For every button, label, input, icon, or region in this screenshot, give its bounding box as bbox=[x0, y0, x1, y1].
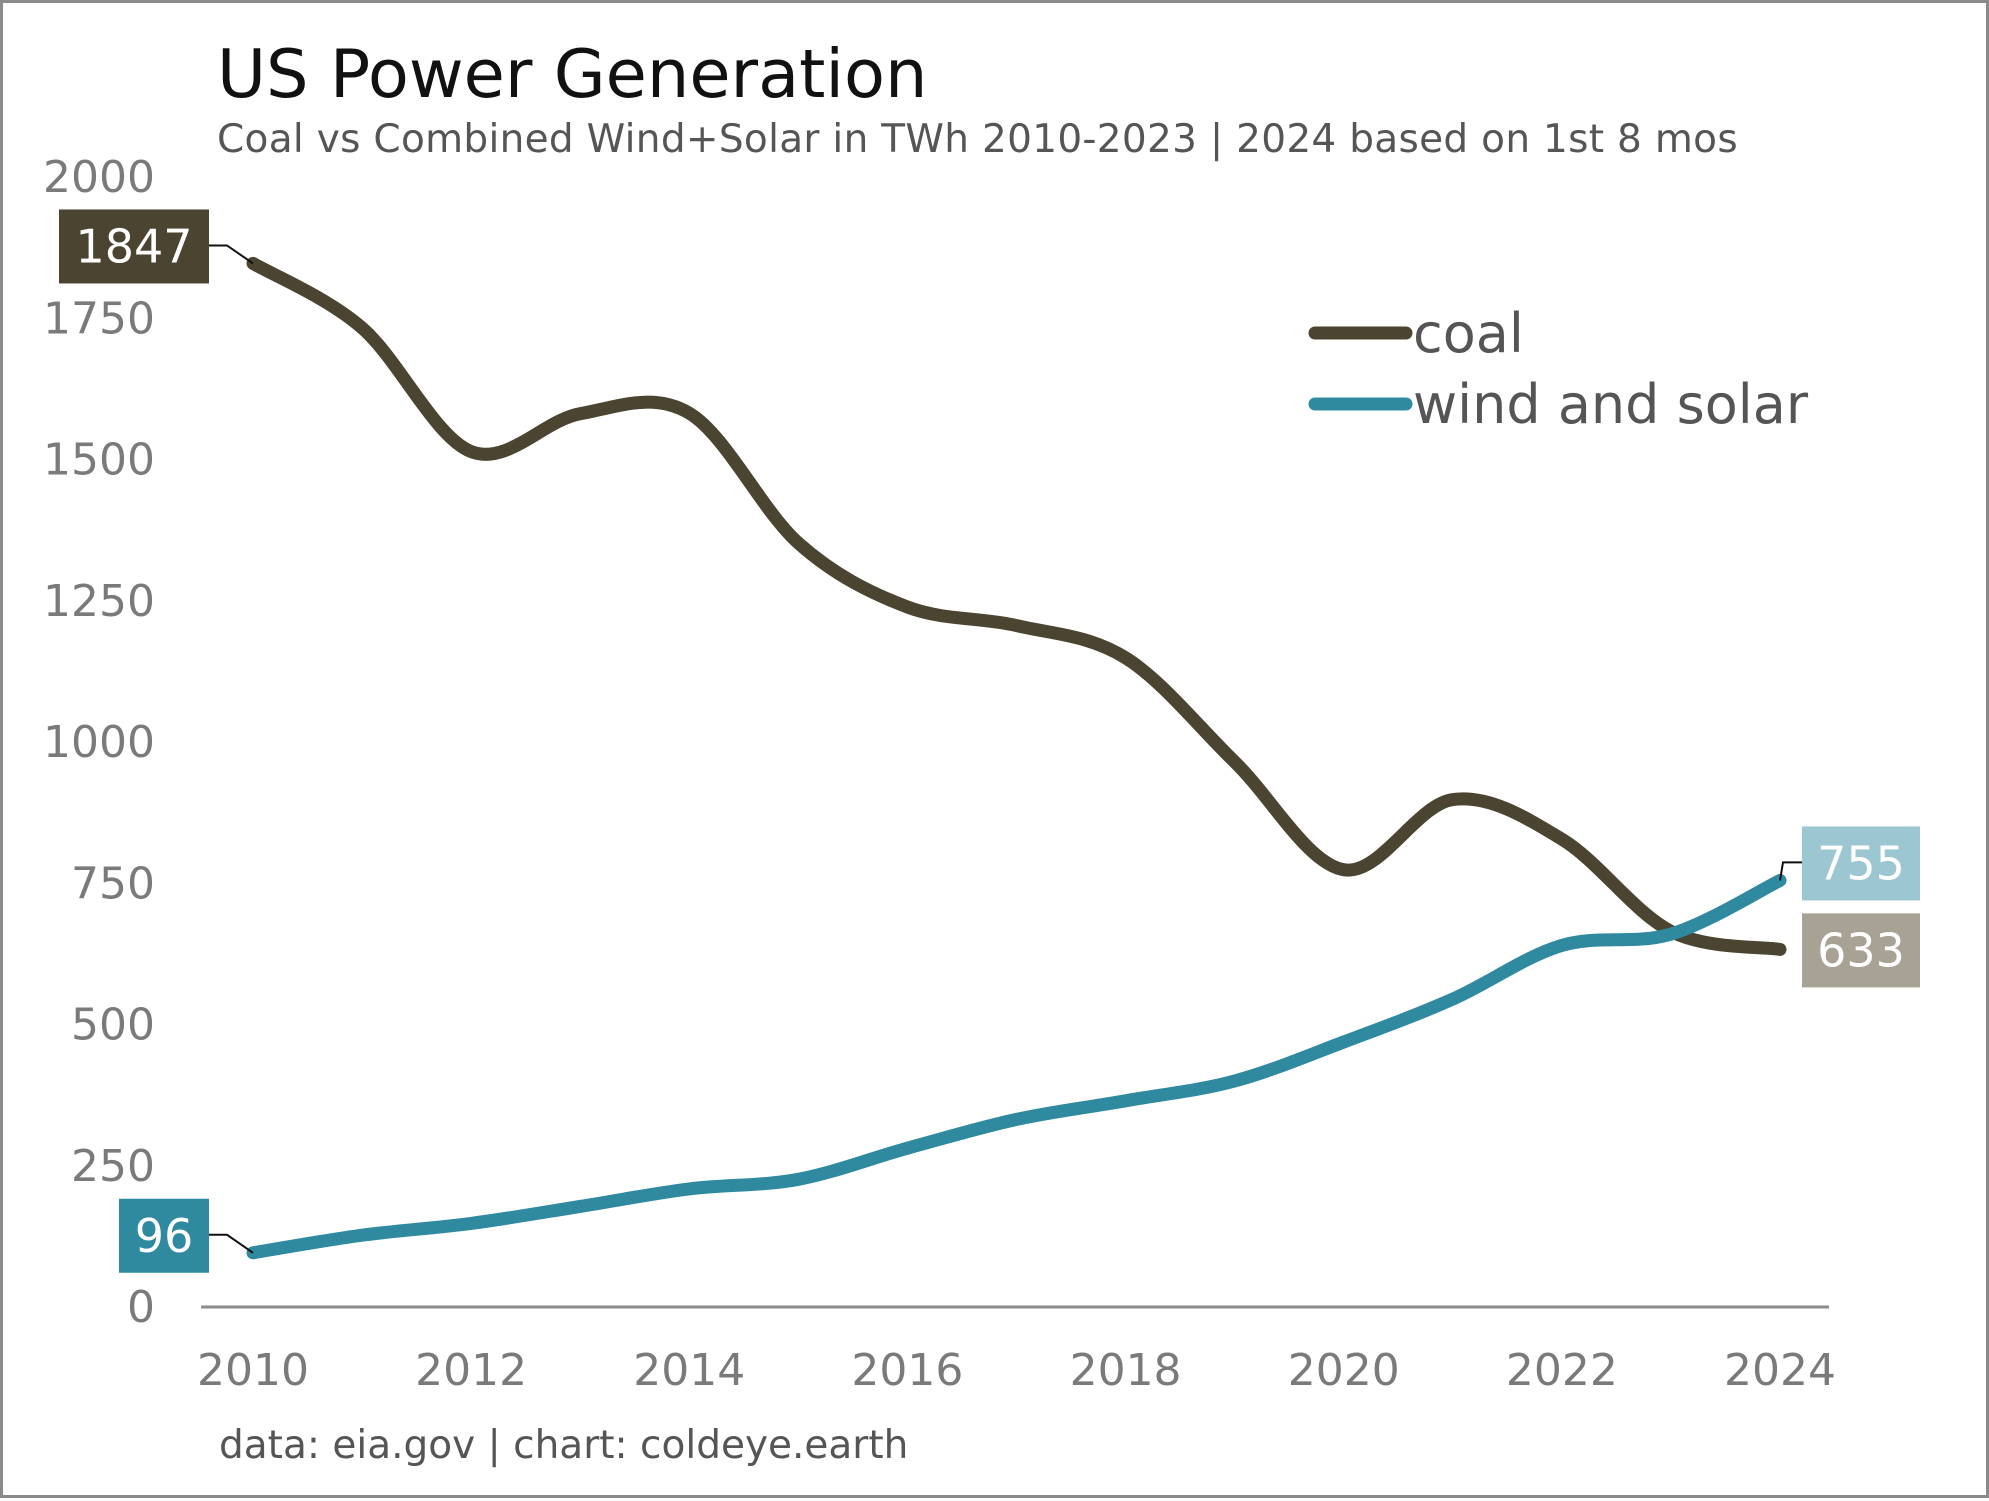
x-tick-label: 2010 bbox=[197, 1345, 309, 1396]
y-tick-label: 1500 bbox=[43, 435, 155, 486]
legend: coal wind and solar bbox=[1315, 302, 1809, 436]
x-tick-label: 2018 bbox=[1070, 1345, 1182, 1396]
y-tick-label: 1000 bbox=[43, 717, 155, 768]
series-line-wind-and-solar bbox=[253, 880, 1780, 1252]
legend-label: coal bbox=[1413, 302, 1524, 365]
end-labels: 1847 633 96 755 bbox=[59, 209, 1920, 1272]
x-tick-label: 2016 bbox=[851, 1345, 963, 1396]
start-value-label-coal: 1847 bbox=[75, 219, 192, 273]
y-tick-label: 250 bbox=[71, 1141, 155, 1192]
axes: 0 250 500 750 1000 1250 1500 1750 2000 2010 2012 20… bbox=[43, 152, 1836, 1396]
y-tick-label: 500 bbox=[71, 1000, 155, 1051]
end-value-label-wind-and-solar: 755 bbox=[1817, 836, 1905, 890]
start-label-leader bbox=[209, 245, 253, 263]
x-tick-label: 2012 bbox=[415, 1345, 527, 1396]
end-value-label-coal: 633 bbox=[1817, 923, 1905, 977]
start-value-label-wind-and-solar: 96 bbox=[135, 1209, 194, 1263]
x-tick-label: 2024 bbox=[1724, 1345, 1836, 1396]
x-tick-label: 2022 bbox=[1506, 1345, 1618, 1396]
x-tick-label: 2020 bbox=[1288, 1345, 1400, 1396]
start-label-leader bbox=[209, 1235, 253, 1253]
y-tick-label: 1750 bbox=[43, 293, 155, 344]
chart-source-note: data: eia.gov | chart: coldeye.earth bbox=[219, 1423, 908, 1468]
series-line-coal bbox=[253, 263, 1780, 949]
legend-label: wind and solar bbox=[1413, 373, 1809, 436]
y-tick-label: 1250 bbox=[43, 576, 155, 627]
plot-area: 0 250 500 750 1000 1250 1500 1750 2000 2010 2012 20… bbox=[3, 3, 1989, 1501]
y-tick-label: 0 bbox=[127, 1282, 155, 1333]
y-tick-label: 750 bbox=[71, 858, 155, 909]
y-tick-label: 2000 bbox=[43, 152, 155, 203]
x-tick-label: 2014 bbox=[633, 1345, 745, 1396]
